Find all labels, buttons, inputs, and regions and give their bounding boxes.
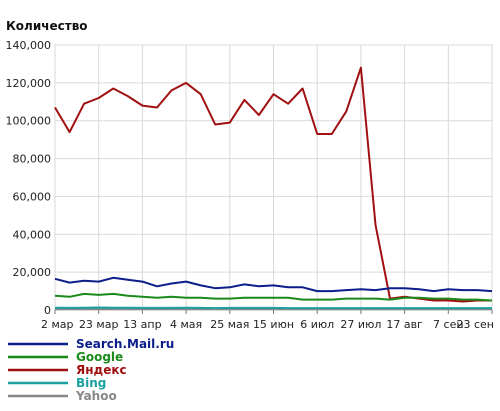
x-tick-label: 4 мая (170, 318, 202, 331)
x-tick-label: 23 мар (79, 318, 119, 331)
x-tick-label: 13 апр (123, 318, 161, 331)
x-tick-label: 7 сен (433, 318, 464, 331)
x-tick-label: 17 авг (386, 318, 423, 331)
y-tick-label: 40,000 (13, 228, 52, 241)
x-tick-labels: 2 мар 23 мар 13 апр 4 мая 25 мая 15 июн 6 июл 2… (41, 310, 494, 331)
y-tick-label: 20,000 (13, 266, 52, 279)
legend-label: Google (76, 350, 123, 364)
y-tick-label: 140,000 (6, 39, 52, 52)
y-axis-label: Количество (6, 19, 88, 33)
y-tick-label: 100,000 (6, 115, 52, 128)
legend-label: Bing (76, 376, 106, 390)
series-layer (54, 66, 493, 311)
x-tick-label: 23 сен (456, 318, 494, 331)
y-tick-label: 120,000 (6, 77, 52, 90)
legend-label: Yahoo (75, 389, 117, 403)
y-tick-label: 60,000 (13, 190, 52, 203)
series-line-search-mail-ru (54, 276, 493, 293)
y-tick-label: 80,000 (13, 153, 52, 166)
y-tick-labels: 0 20,000 40,000 60,000 80,000 100,000 120,000 1… (6, 39, 52, 317)
x-tick-label: 25 мая (210, 318, 249, 331)
y-tick-label: 0 (44, 304, 51, 317)
x-tick-label: 15 июн (253, 318, 294, 331)
x-tick-label: 2 мар (41, 318, 74, 331)
legend-label: Яндекс (76, 363, 127, 377)
series-line-bing (54, 306, 492, 310)
x-tick-label: 6 июл (300, 318, 334, 331)
x-tick-label: 27 июл (340, 318, 381, 331)
series-line-google (54, 292, 493, 302)
legend-label: Search.Mail.ru (76, 337, 174, 351)
